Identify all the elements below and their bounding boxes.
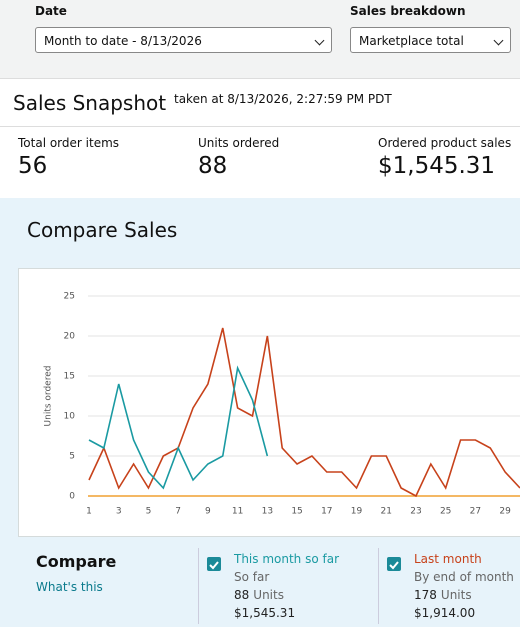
divider <box>198 548 199 624</box>
metric-value: $1,545.31 <box>378 153 496 179</box>
legend-sales: $1,545.31 <box>234 606 296 620</box>
units-label: Units <box>253 588 284 602</box>
y-tick-label: 10 <box>64 412 76 422</box>
units-value: 88 <box>234 588 250 602</box>
legend-period: So far <box>234 570 270 584</box>
legend-units: 88 Units <box>234 588 284 602</box>
whats-this-link[interactable]: What's this <box>36 580 103 594</box>
checkmark <box>209 561 219 570</box>
units-value: 178 <box>414 588 437 602</box>
x-tick-label: 5 <box>146 507 152 517</box>
series-line <box>88 327 520 498</box>
x-tick-label: 29 <box>499 507 511 517</box>
checkbox[interactable] <box>207 557 221 571</box>
metric-label: Total order items <box>18 136 120 150</box>
x-tick-label: 13 <box>262 507 273 517</box>
divider <box>378 548 379 624</box>
x-tick-label: 1 <box>86 507 92 517</box>
metric-label: Ordered product sales <box>378 136 512 150</box>
y-tick-label: 25 <box>64 292 75 302</box>
date-select[interactable]: Month to date - 8/13/2026 <box>35 27 332 53</box>
x-tick-label: 21 <box>381 507 392 517</box>
snapshot-header <box>0 82 520 127</box>
x-tick-label: 11 <box>232 507 243 517</box>
filter-label: Sales breakdown <box>350 4 466 18</box>
select-value: Month to date - 8/13/2026 <box>44 34 202 48</box>
units-label: Units <box>440 588 472 602</box>
y-tick-label: 5 <box>69 452 75 462</box>
x-tick-label: 15 <box>291 507 302 517</box>
legend-name: Last month <box>414 552 482 566</box>
compare-title: Compare Sales <box>27 218 178 242</box>
x-tick-label: 17 <box>321 507 332 517</box>
metric-label: Units ordered <box>198 136 280 150</box>
filter-label: Date <box>35 4 67 18</box>
legend-units: 178 Units <box>414 588 472 602</box>
y-axis-label: Units ordered <box>44 366 54 427</box>
y-tick-label: 20 <box>64 332 76 342</box>
y-tick-label: 15 <box>64 372 75 382</box>
y-tick-label: 0 <box>69 492 75 502</box>
x-tick-label: 27 <box>470 507 481 517</box>
checkmark <box>389 561 399 570</box>
x-tick-label: 9 <box>205 507 211 517</box>
x-tick-label: 19 <box>351 507 363 517</box>
checkbox[interactable] <box>387 557 401 571</box>
x-tick-label: 25 <box>440 507 451 517</box>
legend-name: This month so far <box>234 552 340 566</box>
x-tick-label: 7 <box>175 507 181 517</box>
metric-value: 56 <box>18 153 48 179</box>
chart-box <box>18 268 520 537</box>
snapshot-time: taken at 8/13/2026, 2:27:59 PM PDT <box>174 92 392 106</box>
x-tick-label: 3 <box>116 507 122 517</box>
legend-period: By end of month <box>414 570 514 584</box>
legend-sales: $1,914.00 <box>414 606 476 620</box>
metric-value: 88 <box>198 153 228 179</box>
breakdown-select[interactable]: Marketplace total <box>350 27 511 53</box>
x-tick-label: 23 <box>410 507 421 517</box>
series-line <box>88 365 269 490</box>
select-value: Marketplace total <box>359 34 464 48</box>
compare-heading: Compare <box>36 552 117 571</box>
snapshot-title: Sales Snapshot <box>13 91 167 115</box>
